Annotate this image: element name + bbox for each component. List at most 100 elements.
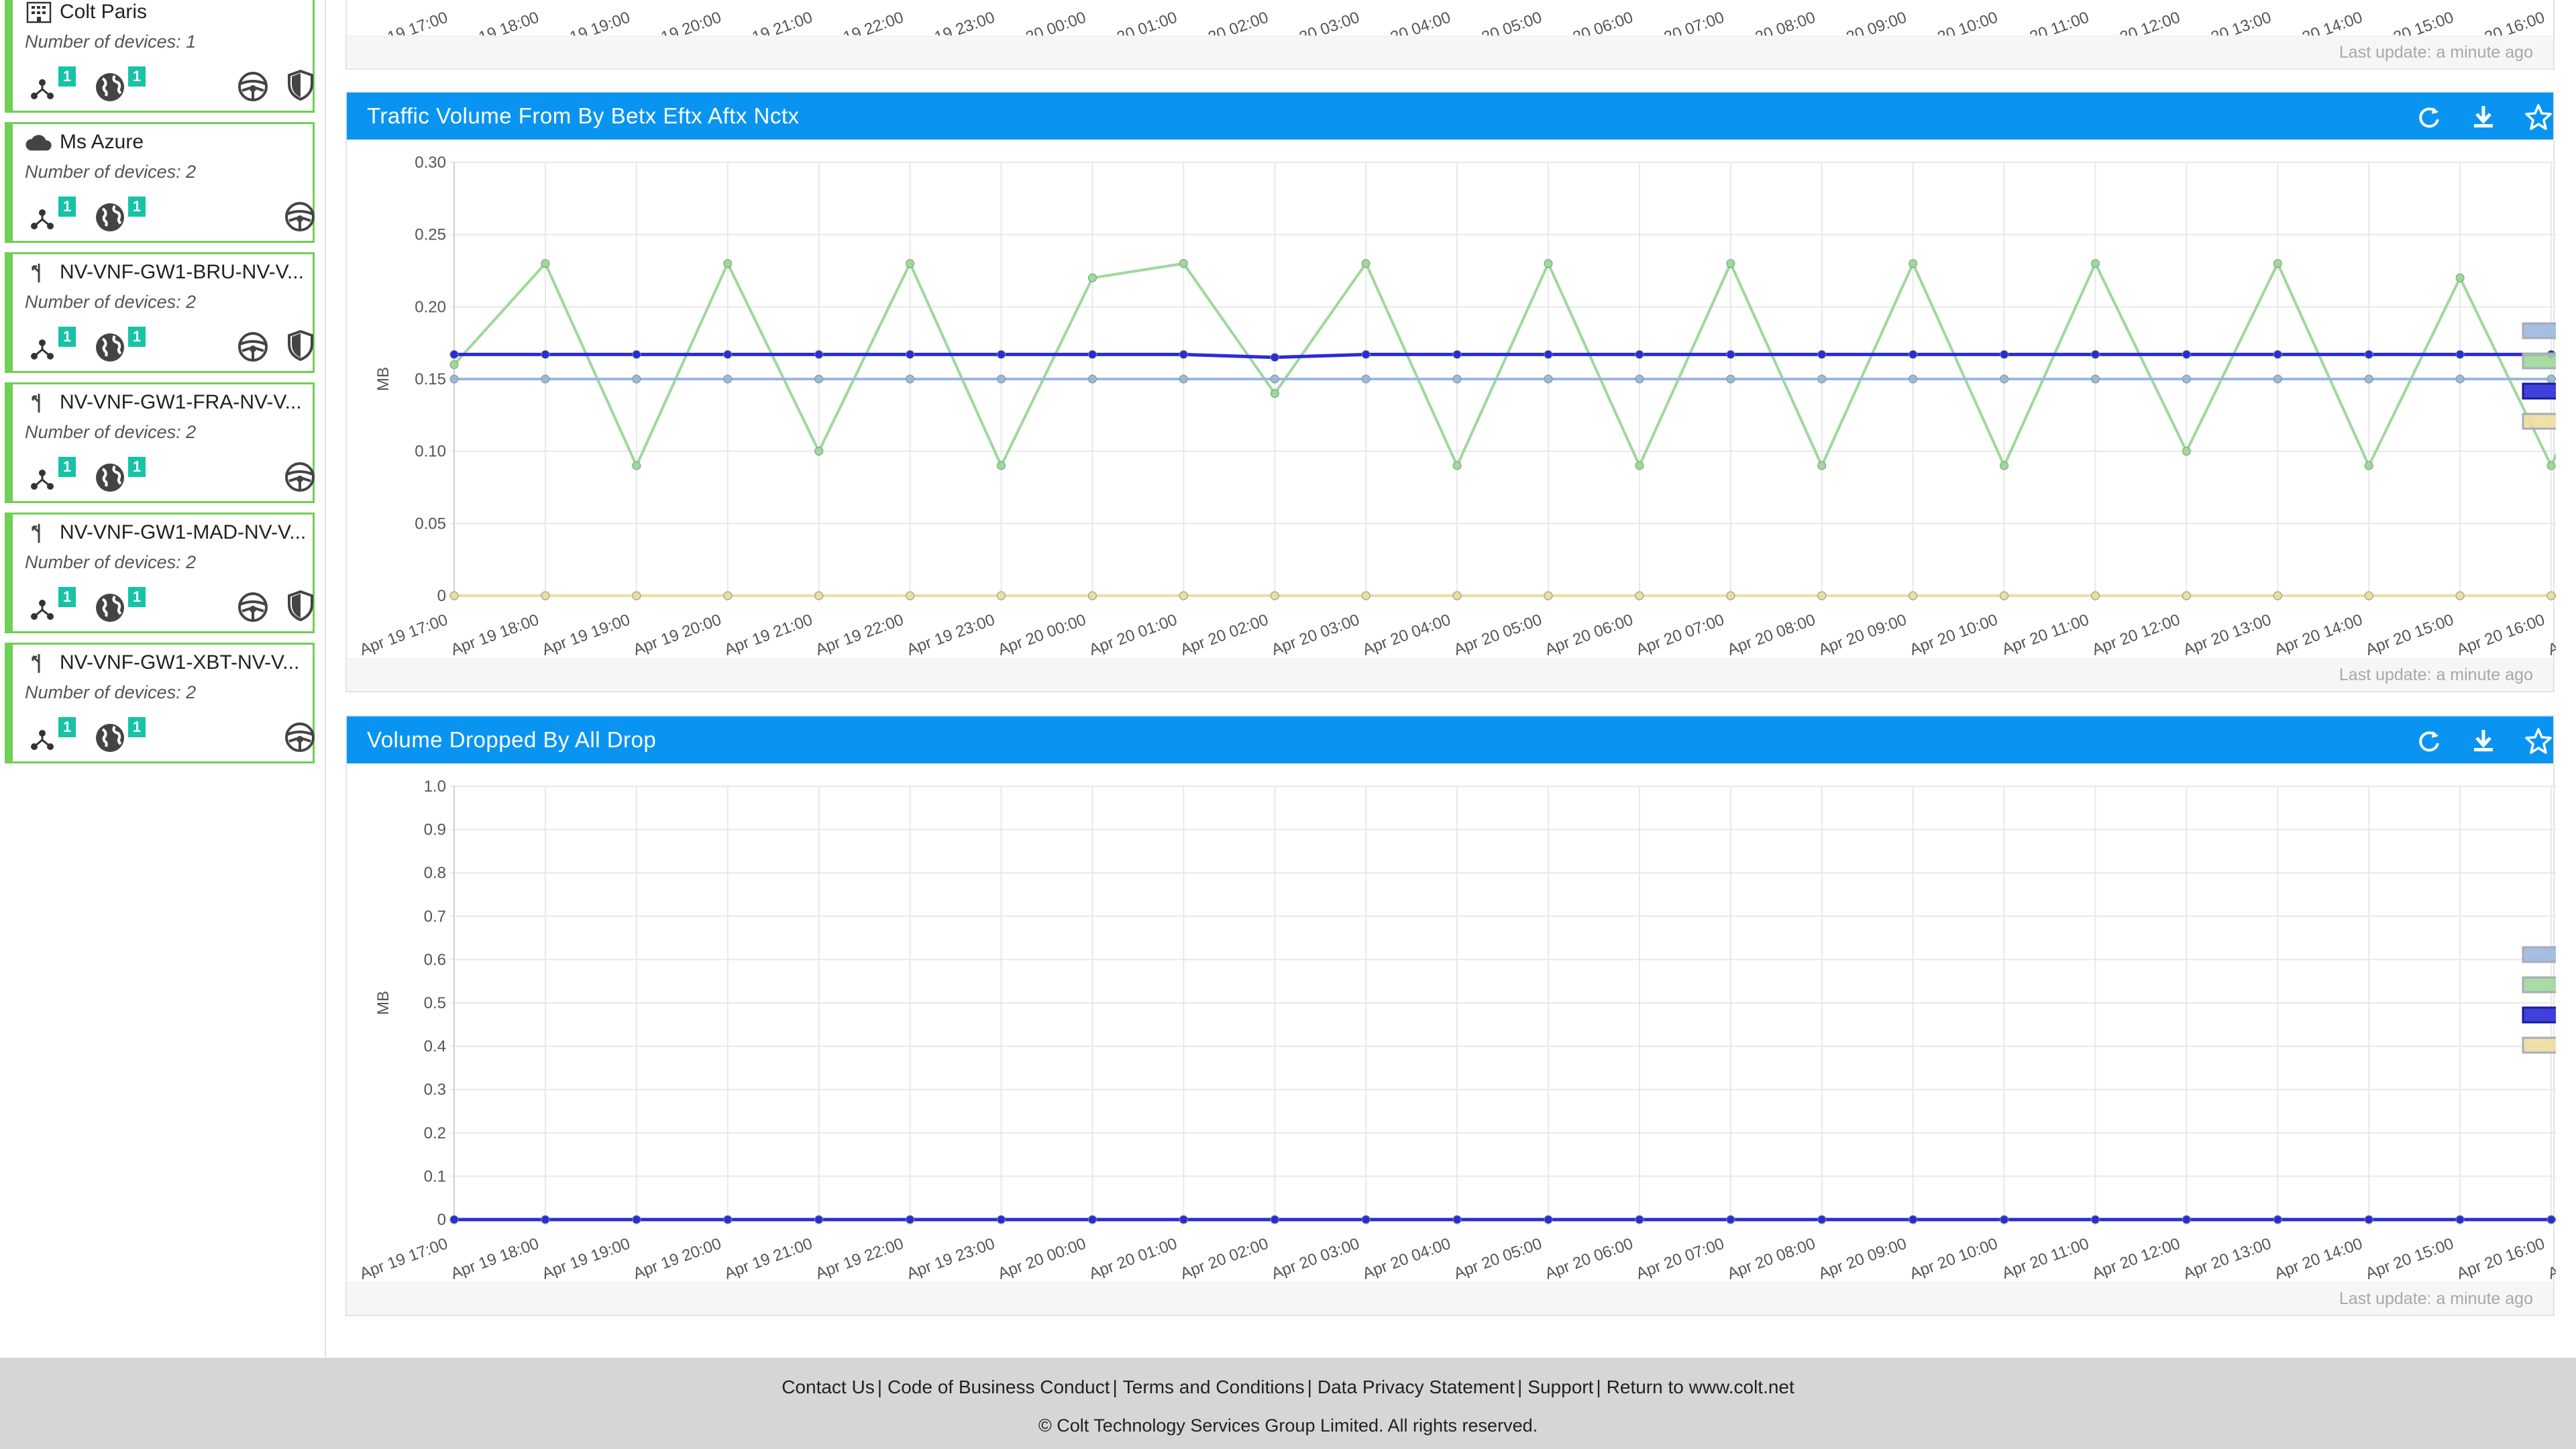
data-point — [632, 350, 641, 359]
data-point — [997, 350, 1006, 359]
download-icon[interactable] — [2470, 727, 2497, 754]
data-point — [1635, 374, 1644, 384]
data-point — [2091, 374, 2100, 384]
globe-icon — [95, 332, 125, 366]
network-count-badge: 1 — [58, 66, 76, 87]
steering-wheel-icon[interactable] — [284, 461, 316, 496]
device-count: Number of devices: 2 — [25, 552, 197, 572]
network-count-badge: 1 — [58, 457, 76, 477]
steering-wheel-icon[interactable] — [237, 70, 269, 106]
sites-sidebar: Colt Paris Number of devices: 1 1 1 Ms Azure… — [0, 0, 326, 1358]
data-point — [2091, 1215, 2100, 1224]
data-point — [1544, 374, 1553, 384]
download-icon[interactable] — [2470, 103, 2497, 130]
footer-link[interactable]: Contact Us — [782, 1377, 875, 1397]
steering-wheel-icon[interactable] — [284, 201, 316, 236]
network-count-badge: 1 — [58, 197, 76, 217]
x-tick-label: Apr 19 19:00 — [540, 8, 633, 38]
shield-icon[interactable] — [286, 69, 315, 105]
x-tick-label: Apr 20 05:00 — [1452, 8, 1544, 38]
legend-swatch[interactable] — [2522, 382, 2556, 400]
site-card[interactable]: NV-VNF-GW1-MAD-NV-V... Number of devices:… — [5, 513, 315, 633]
steering-wheel-icon[interactable] — [237, 591, 269, 627]
legend-swatch[interactable] — [2522, 946, 2556, 963]
building-icon — [25, 1, 53, 23]
shield-icon[interactable] — [286, 590, 315, 625]
footer-link[interactable]: Return to www.colt.net — [1606, 1377, 1794, 1397]
link-separator: | — [877, 1377, 882, 1397]
steering-wheel-icon[interactable] — [284, 721, 316, 757]
x-tick-label: Apr 19 21:00 — [722, 8, 814, 38]
footer-link[interactable]: Support — [1527, 1377, 1594, 1397]
data-point — [449, 1215, 459, 1224]
line-chart: 1.0 0.9 0.8 0.7 0.6 0.5 0.4 0.3 0.2 0.1 0 MB Apr 19 … — [358, 777, 2556, 1283]
x-tick-label: Apr 19 23:00 — [904, 1234, 997, 1283]
data-point — [541, 374, 550, 384]
shield-icon[interactable] — [286, 329, 315, 365]
network-count-badge: 1 — [58, 587, 76, 607]
data-point — [1909, 591, 1918, 600]
data-point — [632, 591, 641, 600]
device-count: Number of devices: 2 — [25, 422, 197, 442]
site-name: Ms Azure — [60, 131, 144, 153]
branch-icon — [25, 391, 53, 414]
data-point — [723, 591, 733, 600]
site-card[interactable]: NV-VNF-GW1-BRU-NV-V... Number of devices:… — [5, 252, 315, 373]
data-point — [1726, 1215, 1735, 1224]
data-point — [2182, 350, 2191, 359]
data-point — [1452, 374, 1462, 384]
site-card[interactable]: NV-VNF-GW1-FRA-NV-V... Number of devices:… — [5, 382, 315, 503]
x-tick-label: Apr 20 02:00 — [1178, 1234, 1271, 1283]
legend-swatch[interactable] — [2522, 1036, 2556, 1054]
star-icon[interactable] — [2524, 103, 2552, 130]
site-title: Ms Azure — [25, 131, 144, 154]
data-point — [814, 1215, 824, 1224]
data-point — [1087, 374, 1097, 384]
data-point — [1179, 259, 1188, 268]
legend-swatch[interactable] — [2522, 1006, 2556, 1024]
site-card[interactable]: NV-VNF-GW1-XBT-NV-V... Number of devices:… — [5, 643, 315, 763]
star-icon[interactable] — [2524, 727, 2552, 754]
x-tick-label: Apr 20 02:00 — [1178, 8, 1271, 38]
traffic-volume-panel: Traffic Volume From By Betx Eftx Aftx Nc… — [345, 91, 2556, 692]
refresh-icon[interactable] — [2416, 103, 2443, 130]
legend-swatch[interactable] — [2522, 413, 2556, 430]
data-point — [1817, 591, 1827, 600]
data-point — [1179, 374, 1188, 384]
legend-swatch[interactable] — [2522, 976, 2556, 994]
x-tick-label: Apr 20 07:00 — [1634, 1234, 1727, 1283]
data-point — [2000, 374, 2009, 384]
data-point — [1635, 1215, 1644, 1224]
site-title: NV-VNF-GW1-BRU-NV-V... — [25, 261, 304, 284]
data-point — [2182, 447, 2191, 456]
data-point — [814, 447, 824, 456]
data-point — [1087, 350, 1097, 359]
x-tick-label: Apr 19 23:00 — [904, 610, 997, 659]
data-point — [2455, 591, 2465, 600]
data-point — [2364, 461, 2373, 470]
copyright-text: © Colt Technology Services Group Limited… — [1038, 1415, 1538, 1436]
x-tick-label: Apr 20 10:00 — [1907, 610, 2000, 659]
x-tick-label: Apr 19 18:00 — [449, 8, 541, 38]
footer-link[interactable]: Data Privacy Statement — [1317, 1377, 1515, 1397]
legend-swatch[interactable] — [2522, 322, 2556, 339]
x-tick-label: Apr 19 21:00 — [722, 610, 814, 659]
x-tick-label: Apr 20 04:00 — [1360, 610, 1453, 659]
device-count: Number of devices: 2 — [25, 292, 197, 312]
y-tick-label: 0.20 — [415, 298, 446, 316]
legend-swatch[interactable] — [2522, 352, 2556, 370]
refresh-icon[interactable] — [2416, 727, 2443, 754]
steering-wheel-icon[interactable] — [237, 331, 269, 366]
network-count-badge: 1 — [58, 327, 76, 347]
footer-link[interactable]: Code of Business Conduct — [887, 1377, 1110, 1397]
data-point — [1270, 591, 1279, 600]
footer-link[interactable]: Terms and Conditions — [1122, 1377, 1305, 1397]
x-tick-label: Apr 20 03:00 — [1269, 8, 1362, 38]
data-point — [906, 591, 915, 600]
y-tick-label: 0.7 — [424, 908, 446, 926]
